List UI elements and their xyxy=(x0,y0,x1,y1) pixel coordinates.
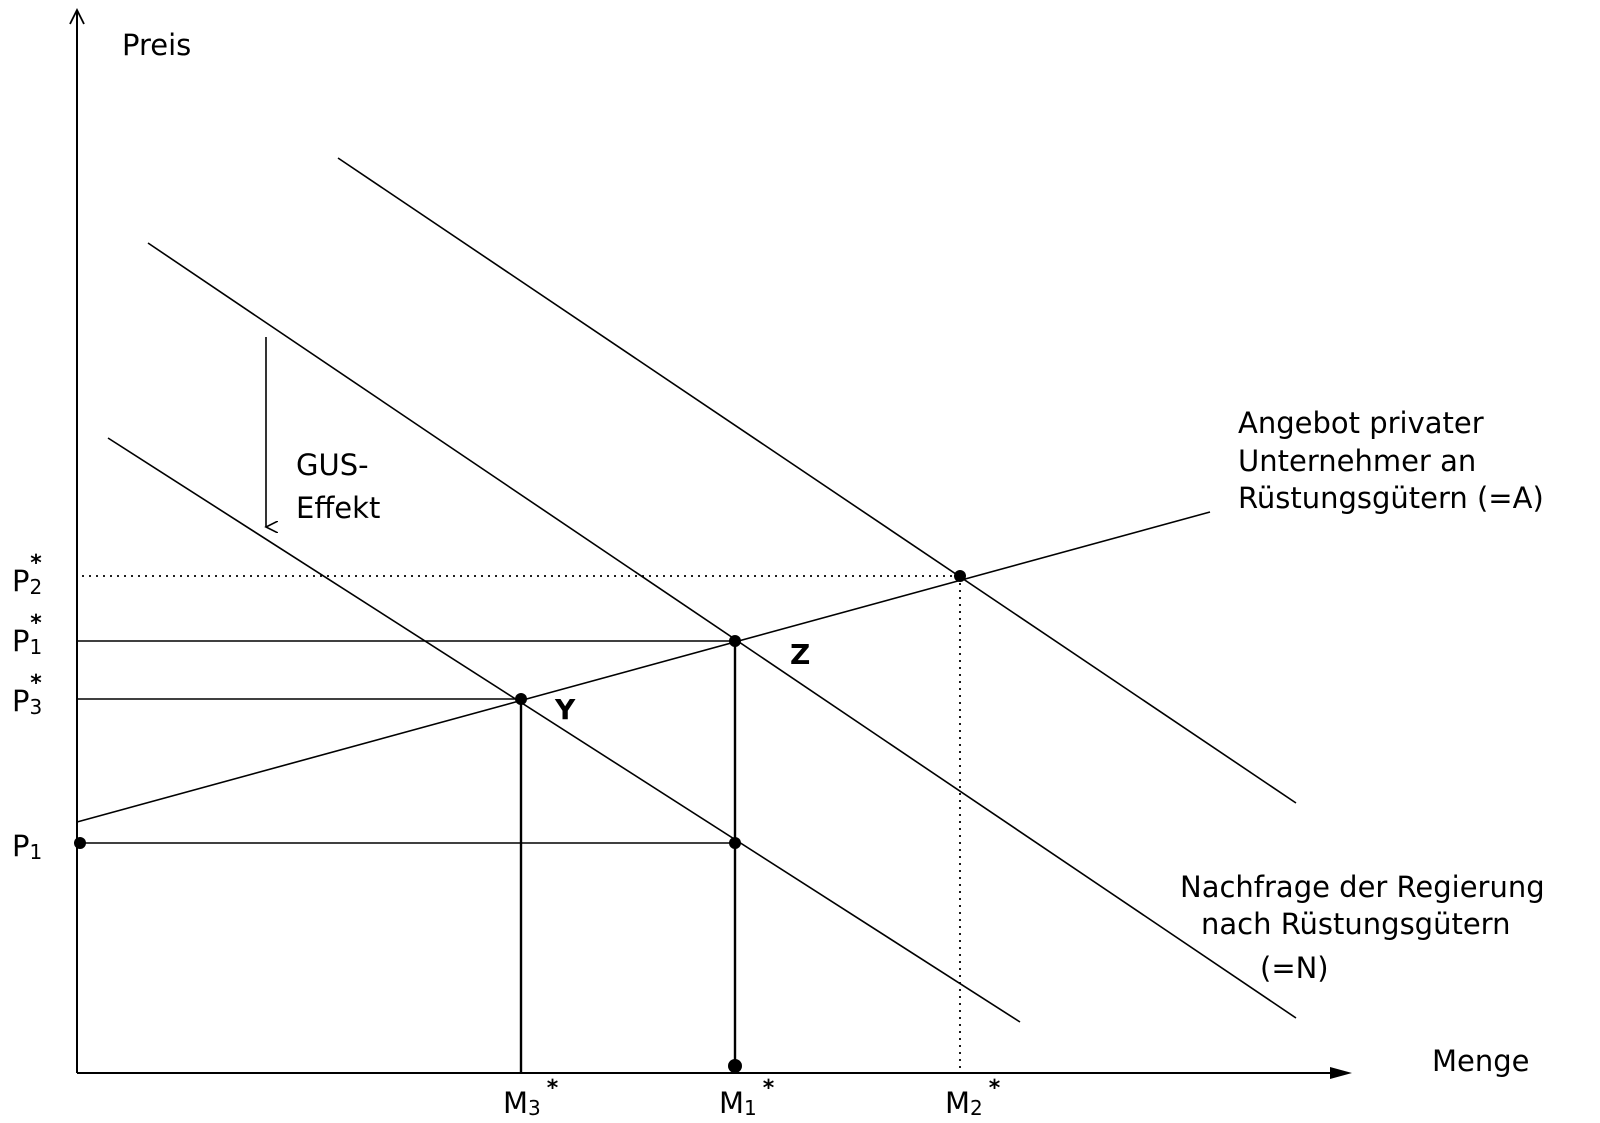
gus-effect-label-line1: GUS- xyxy=(296,448,369,482)
point-y xyxy=(515,693,527,705)
tick-m2-star: M2* xyxy=(945,1076,1001,1120)
tick-p1: P1 xyxy=(12,829,42,864)
x-axis-arrow xyxy=(1330,1067,1352,1079)
tick-p1-star: P1* xyxy=(12,611,42,659)
point-z xyxy=(729,635,741,647)
tick-p3-star: P3* xyxy=(12,671,42,719)
point-m1-axis xyxy=(728,1059,742,1073)
demand-curve-lower xyxy=(107,437,1021,1023)
tick-m3-star: M3* xyxy=(503,1076,559,1120)
label-z: Z xyxy=(790,638,810,671)
demand-label-line3: (=N) xyxy=(1260,951,1329,985)
label-y: Y xyxy=(554,693,576,726)
gus-effect-label-line2: Effekt xyxy=(296,491,380,525)
supply-curve xyxy=(76,511,1211,823)
x-axis-label: Menge xyxy=(1432,1044,1530,1078)
y-axis-label: Preis xyxy=(122,28,191,62)
point-p2-equilibrium xyxy=(954,570,966,582)
tick-m1-star: M1* xyxy=(719,1076,775,1120)
demand-curve-upper xyxy=(337,157,1297,804)
demand-label-line2: nach Rüstungsgütern xyxy=(1201,907,1510,941)
supply-label-line2: Unternehmer an xyxy=(1238,444,1476,478)
supply-label-line3: Rüstungsgütern (=A) xyxy=(1238,481,1544,515)
tick-p2-star: P2* xyxy=(12,551,42,599)
y-axis-arrow xyxy=(69,7,85,25)
demand-label-line1: Nachfrage der Regierung xyxy=(1180,870,1545,904)
point-p1-axis xyxy=(74,837,86,849)
demand-curve-middle xyxy=(147,242,1297,1019)
point-p1-m1 xyxy=(729,837,741,849)
supply-label-line1: Angebot privater xyxy=(1238,406,1484,440)
